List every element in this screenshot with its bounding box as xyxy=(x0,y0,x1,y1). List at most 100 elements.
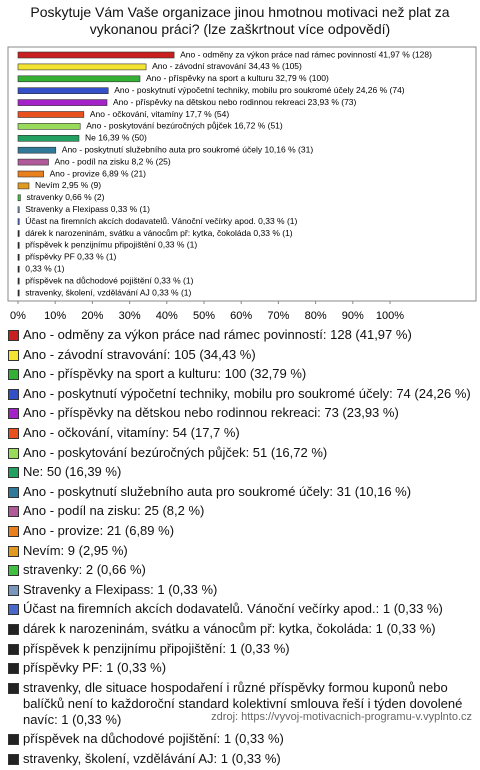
bar-label: Účast na firemních akcích dodavatelů. Vá… xyxy=(25,216,297,226)
legend-label: stravenky, školení, vzdělávání AJ: 1 (0,… xyxy=(23,750,281,766)
legend-swatch xyxy=(8,604,19,616)
x-tick-label: 40% xyxy=(156,310,178,322)
legend-entry: Nevím: 9 (2,95 %) xyxy=(8,543,474,559)
bar-label: Ano - očkování, vitamíny 17,7 % (54) xyxy=(90,109,230,119)
legend-entry: Ano - příspěvky na dětskou nebo rodinnou… xyxy=(8,405,474,421)
legend-swatch xyxy=(8,525,19,537)
legend-entry: Ne: 50 (16,39 %) xyxy=(8,464,474,480)
x-tick-label: 0% xyxy=(10,310,26,322)
legend-entry: dárek k narozeninám, svátku a vánocům př… xyxy=(8,621,474,637)
bar xyxy=(17,146,57,154)
legend-entry: Účast na firemních akcích dodavatelů. Vá… xyxy=(8,601,474,617)
legend-swatch xyxy=(8,753,19,765)
legend-label: Ano - odměny za výkon práce nad rámec po… xyxy=(23,327,412,342)
bar xyxy=(17,254,20,261)
bar-label: Ano - poskytnutí výpočetní techniky, mob… xyxy=(114,85,405,95)
legend-label: Stravenky a Flexipass: 1 (0,33 %) xyxy=(23,581,218,597)
legend-swatch xyxy=(8,663,19,675)
legend-label: příspěvek k penzijnímu připojištění: 1 (… xyxy=(23,640,290,656)
x-tick-label: 60% xyxy=(230,310,252,322)
legend-entry: Ano - závodní stravování: 105 (34,43 %) xyxy=(8,347,474,363)
legend-swatch xyxy=(8,408,19,420)
legend-swatch xyxy=(8,486,19,498)
legend-entry: příspěvek k penzijnímu připojištění: 1 (… xyxy=(8,641,474,657)
legend-entry: Ano - poskytnutí výpočetní techniky, mob… xyxy=(8,386,474,402)
bar-label: Ano - závodní stravování 34,43 % (105) xyxy=(152,61,302,71)
legend-swatch xyxy=(8,467,19,479)
bar xyxy=(17,194,21,202)
bar xyxy=(17,123,81,130)
legend-label: Ano - příspěvky na sport a kulturu: 100 … xyxy=(23,366,307,382)
x-tick-label: 80% xyxy=(305,310,327,322)
legend-entry: Ano - odměny za výkon práce nad rámec po… xyxy=(8,327,474,343)
legend-swatch xyxy=(8,643,19,655)
legend-swatch xyxy=(8,388,19,400)
legend-label: Ano - příspěvky na dětskou nebo rodinnou… xyxy=(23,405,399,421)
legend-label: stravenky, dle situace hospodaření i růz… xyxy=(23,679,463,727)
legend-label: Ne: 50 (16,39 %) xyxy=(23,464,122,480)
legend-label: Účast na firemních akcích dodavatelů. Vá… xyxy=(23,601,443,617)
legend-entry: Ano - příspěvky na sport a kulturu: 100 … xyxy=(8,366,474,382)
legend-swatch xyxy=(8,682,19,694)
legend-label: Ano - podíl na zisku: 25 (8,2 %) xyxy=(23,503,205,519)
bar-label: Ano - podíl na zisku 8,2 % (25) xyxy=(55,156,171,166)
legend-entry: příspěvek na důchodové pojištění: 1 (0,3… xyxy=(8,731,474,747)
legend-label: příspěvky PF: 1 (0,33 %) xyxy=(23,660,167,676)
bar xyxy=(17,265,20,273)
legend: Ano - odměny za výkon práce nad rámec po… xyxy=(8,327,474,770)
legend-label: Ano - očkování, vitamíny: 54 (17,7 %) xyxy=(23,424,240,440)
x-tick-label: 90% xyxy=(342,310,364,322)
bar xyxy=(17,230,20,237)
legend-label: Ano - závodní stravování: 105 (34,43 %) xyxy=(23,346,256,362)
bar xyxy=(17,242,20,249)
bar xyxy=(17,218,20,225)
bar-label: Ano - provize 6,89 % (21) xyxy=(50,168,147,178)
legend-entry: Ano - podíl na zisku: 25 (8,2 %) xyxy=(8,503,474,519)
bar-label: stravenky 0,66 % (2) xyxy=(26,192,104,202)
legend-label: Ano - poskytování bezúročných půjček: 51… xyxy=(23,444,328,460)
legend-swatch xyxy=(8,565,19,577)
legend-swatch xyxy=(8,447,19,459)
bar xyxy=(17,158,49,166)
bar-label: Ne 16,39 % (50) xyxy=(85,133,147,143)
bar-label: Ano - příspěvky na sport a kulturu 32,79… xyxy=(146,73,329,83)
legend-swatch xyxy=(8,734,19,746)
legend-swatch xyxy=(8,584,19,596)
x-tick-label: 30% xyxy=(119,310,141,322)
bar xyxy=(17,111,85,118)
bar-label: Ano - poskytování bezúročných půjček 16,… xyxy=(86,121,283,131)
legend-label: Ano - poskytnutí služebního auta pro sou… xyxy=(23,483,412,499)
bar xyxy=(17,63,147,71)
legend-label: dárek k narozeninám, svátku a vánocům př… xyxy=(23,620,436,636)
legend-label: Ano - provize: 21 (6,89 %) xyxy=(23,522,175,538)
bar-label: Ano - poskytnutí služebního auta pro sou… xyxy=(62,144,314,154)
legend-swatch xyxy=(8,506,19,518)
bar-label: stravenky, školení, vzdělávání AJ 0,33 %… xyxy=(25,287,191,297)
x-tick-label: 100% xyxy=(376,310,404,322)
source: zdroj: https://vyvoj-motivacnich-program… xyxy=(211,711,472,723)
legend-entry: Stravenky a Flexipass: 1 (0,33 %) xyxy=(8,582,474,598)
legend-swatch xyxy=(8,427,19,439)
bar xyxy=(17,182,30,190)
legend-swatch xyxy=(8,545,19,557)
legend-entry: Ano - poskytování bezúročných půjček: 51… xyxy=(8,445,474,461)
legend-swatch xyxy=(8,330,19,341)
legend-entry: Ano - provize: 21 (6,89 %) xyxy=(8,523,474,539)
legend-entry: stravenky, školení, vzdělávání AJ: 1 (0,… xyxy=(8,751,474,767)
bar-label: 0,33 % (1) xyxy=(25,263,64,273)
x-tick-label: 20% xyxy=(81,310,103,322)
legend-entry: Ano - očkování, vitamíny: 54 (17,7 %) xyxy=(8,425,474,441)
chart-title: Poskytuje Vám Vaše organizace jinou hmot… xyxy=(30,4,450,37)
bar-label: příspěvek k penzijnímu připojištění 0,33… xyxy=(25,240,197,250)
bar-label: Ano - příspěvky na dětskou nebo rodinnou… xyxy=(113,97,357,107)
legend-entry: Ano - poskytnutí služebního auta pro sou… xyxy=(8,484,474,500)
bar xyxy=(17,75,141,83)
bar-label: Ano - odměny za výkon práce nad rámec po… xyxy=(180,49,432,59)
legend-label: příspěvek na důchodové pojištění: 1 (0,3… xyxy=(23,731,284,747)
page: Poskytuje Vám Vaše organizace jinou hmot… xyxy=(7,4,477,766)
x-tick-label: 70% xyxy=(267,310,289,322)
bar-label: příspěvek na důchodové pojištění 0,33 % … xyxy=(25,275,193,285)
legend-label: Ano - poskytnutí výpočetní techniky, mob… xyxy=(23,385,471,401)
legend-swatch xyxy=(8,623,19,635)
bar-label: Stravenky a Flexipass 0,33 % (1) xyxy=(25,204,150,214)
